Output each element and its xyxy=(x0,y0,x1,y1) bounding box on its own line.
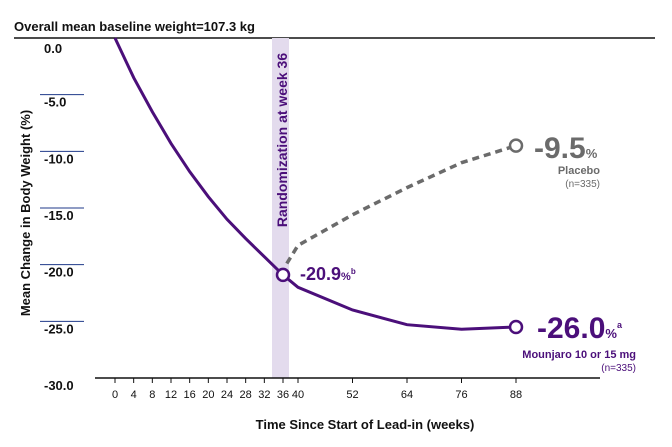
y-gridlines xyxy=(40,94,84,322)
y-tick-label: -15.0 xyxy=(44,208,74,223)
y-tick-label: -10.0 xyxy=(44,151,74,166)
x-tick-label: 36 xyxy=(277,389,289,401)
y-tick-label: -5.0 xyxy=(44,95,66,110)
series-layer xyxy=(113,37,524,335)
y-tick-labels: 0.0 -5.0 -10.0 -15.0 -20.0 -25.0 -30.0 xyxy=(44,41,74,393)
placebo-series-name: Placebo xyxy=(558,165,600,177)
mounjaro-week36-suffix: % xyxy=(341,271,351,283)
y-tick-label: -30.0 xyxy=(44,378,74,393)
x-axis xyxy=(95,377,600,383)
x-tick-label: 8 xyxy=(149,389,155,401)
mounjaro-series-name: Mounjaro 10 or 15 mg xyxy=(522,349,636,361)
placebo-end-marker xyxy=(508,138,524,153)
x-tick-label: 16 xyxy=(184,389,196,401)
chart-title: Overall mean baseline weight=107.3 kg xyxy=(14,19,255,34)
randomization-label: Randomization at week 36 xyxy=(274,53,290,227)
x-tick-label: 24 xyxy=(221,389,233,401)
y-tick-label: -25.0 xyxy=(44,321,74,336)
mounjaro-line xyxy=(113,37,517,331)
x-tick-label: 20 xyxy=(202,389,214,401)
x-tick-label: 64 xyxy=(401,389,413,401)
x-tick-label: 88 xyxy=(510,389,522,401)
mounjaro-end-footnote: a xyxy=(617,320,623,330)
placebo-n-label: (n=335) xyxy=(565,179,600,190)
x-tick-label: 12 xyxy=(165,389,177,401)
mounjaro-week36-marker xyxy=(275,267,291,283)
x-axis-label: Time Since Start of Lead-in (weeks) xyxy=(256,417,475,432)
placebo-end-suffix: % xyxy=(586,146,598,161)
mounjaro-end-suffix: % xyxy=(605,326,617,341)
mounjaro-end-marker xyxy=(508,319,524,335)
y-axis-label: Mean Change in Body Weight (%) xyxy=(18,110,33,316)
y-tick-label: -20.0 xyxy=(44,265,74,280)
x-tick-labels: 0 4 8 12 16 20 24 28 32 36 40 52 64 76 88 xyxy=(112,389,522,401)
y-tick-label: 0.0 xyxy=(44,41,62,56)
x-tick-label: 28 xyxy=(240,389,252,401)
x-tick-label: 32 xyxy=(258,389,270,401)
x-tick-label: 76 xyxy=(455,389,467,401)
x-tick-label: 4 xyxy=(131,389,137,401)
mounjaro-n-label: (n=335) xyxy=(601,363,636,374)
x-tick-label: 40 xyxy=(292,389,304,401)
mounjaro-week36-footnote: b xyxy=(351,267,356,276)
randomization-band xyxy=(272,38,289,378)
x-tick-label: 52 xyxy=(346,389,358,401)
x-tick-label: 0 xyxy=(112,389,118,401)
placebo-line xyxy=(285,144,517,265)
